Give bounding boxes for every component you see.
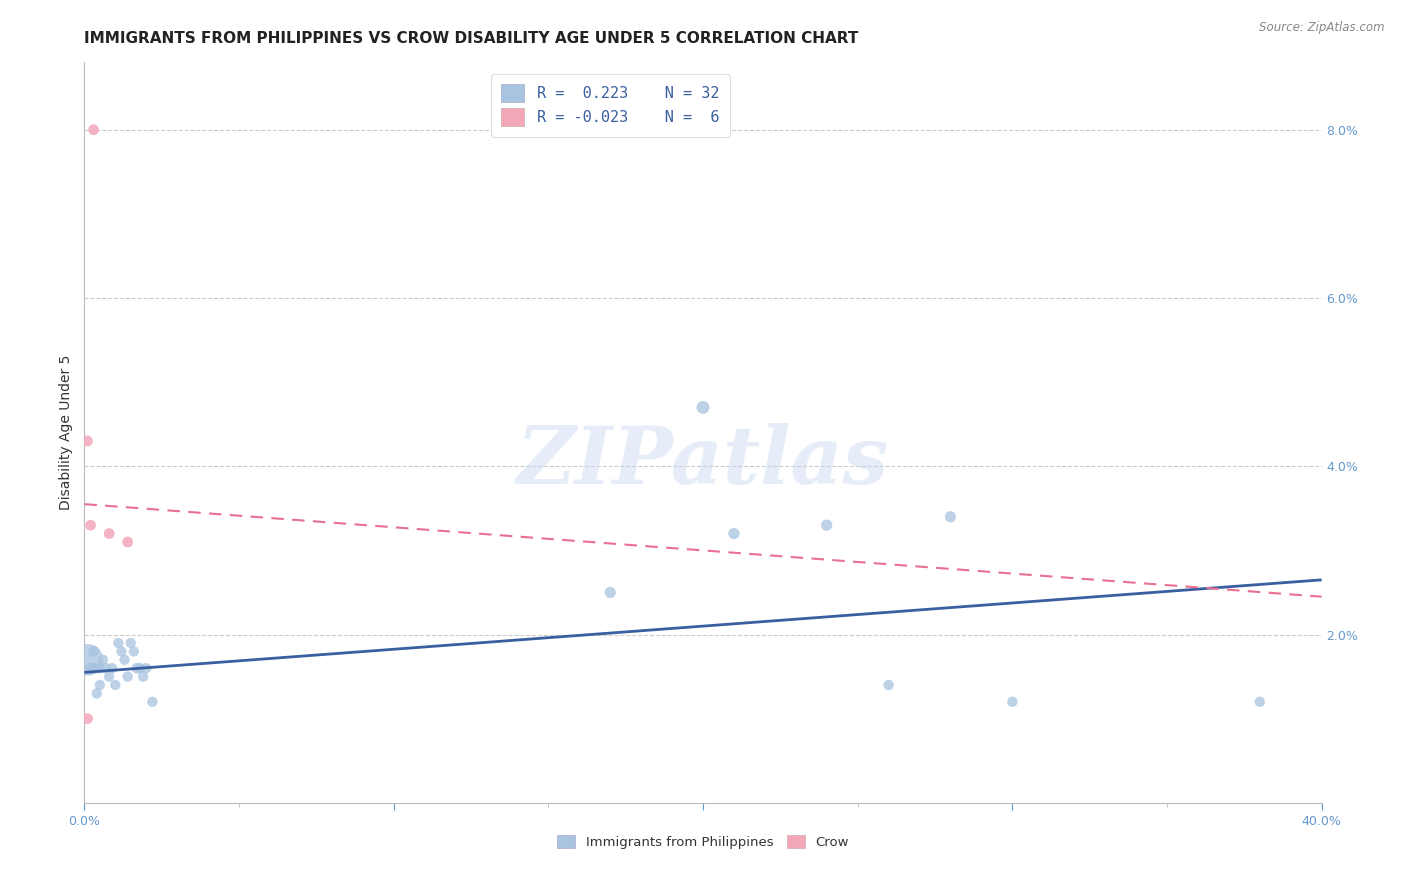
Point [79,661,101,675]
Point [101,661,124,675]
Point [114,653,136,667]
Point [939,509,962,524]
Text: IMMIGRANTS FROM PHILIPPINES VS CROW DISABILITY AGE UNDER 5 CORRELATION CHART: IMMIGRANTS FROM PHILIPPINES VS CROW DISA… [84,31,859,46]
Point [723,526,745,541]
Point [692,401,714,415]
Point [98,526,121,541]
Point [1249,695,1271,709]
Point [1001,695,1024,709]
Point [132,670,155,684]
Point [98,670,121,684]
Point [104,678,127,692]
Point [83,661,105,675]
Point [76,712,98,726]
Point [110,644,132,658]
Point [129,661,152,675]
Point [86,661,108,675]
Point [107,636,129,650]
Point [86,686,108,700]
Point [94,661,117,675]
Point [122,644,145,658]
Point [83,644,105,658]
Point [79,518,101,533]
Point [83,122,105,136]
Point [599,585,621,599]
Point [117,670,139,684]
Legend: Immigrants from Philippines, Crow: Immigrants from Philippines, Crow [550,828,856,855]
Point [91,653,114,667]
Text: Source: ZipAtlas.com: Source: ZipAtlas.com [1260,21,1385,34]
Point [117,535,139,549]
Text: ZIPatlas: ZIPatlas [517,424,889,501]
Point [141,695,163,709]
Point [135,661,157,675]
Point [125,661,148,675]
Y-axis label: Disability Age Under 5: Disability Age Under 5 [59,355,73,510]
Point [815,518,838,533]
Point [89,678,111,692]
Point [120,636,142,650]
Point [877,678,900,692]
Point [76,653,98,667]
Point [76,434,98,448]
Point [89,661,111,675]
